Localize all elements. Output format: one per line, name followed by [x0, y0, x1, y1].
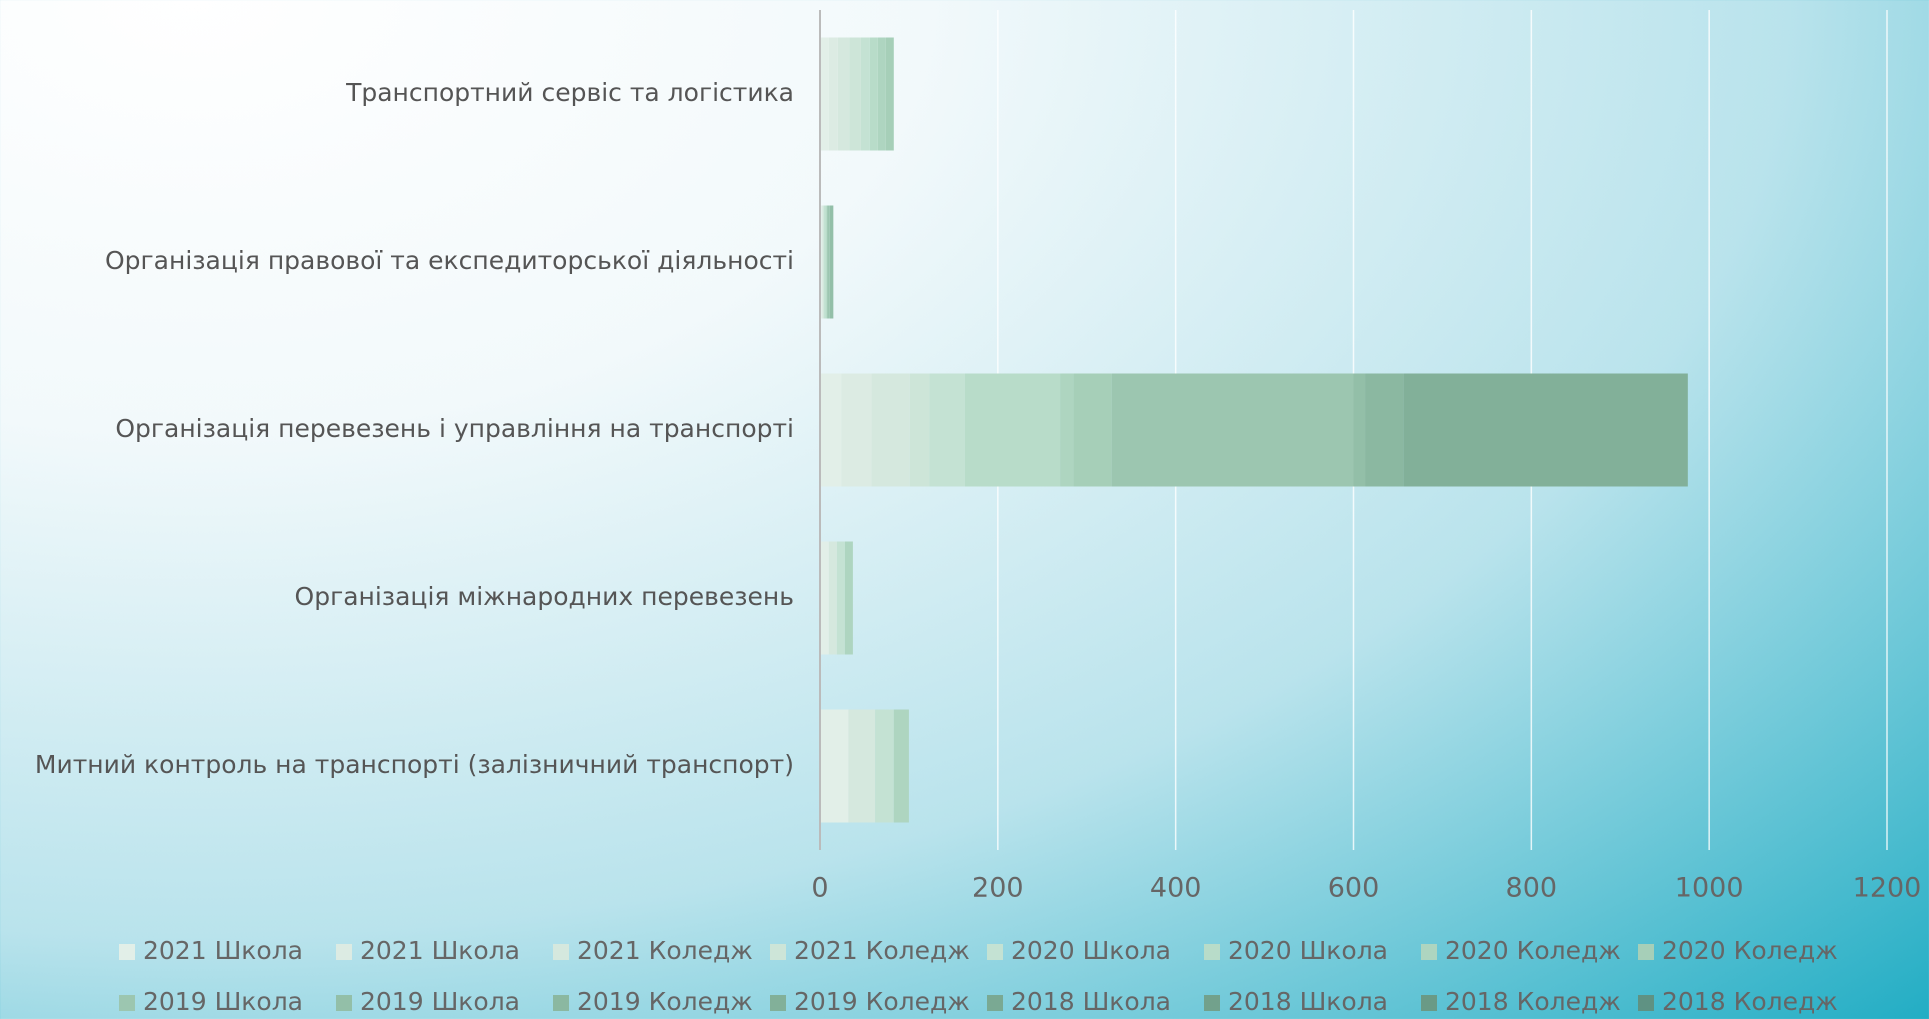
legend-swatch — [553, 944, 569, 960]
legend-label: 2021 Коледж — [794, 936, 970, 965]
bar-segment — [929, 373, 965, 487]
bar-segment — [828, 37, 838, 151]
bar-segment — [821, 205, 824, 319]
legend-swatch — [770, 944, 786, 960]
legend-swatch — [336, 944, 352, 960]
bar-segment — [844, 541, 853, 655]
bar-segment — [837, 37, 850, 151]
legend-label: 2020 Школа — [1228, 936, 1388, 965]
category-label: Митний контроль на транспорті (залізничн… — [35, 750, 794, 779]
x-tick-label: 1000 — [1675, 873, 1744, 904]
legend-label: 2020 Коледж — [1445, 936, 1621, 965]
legend-swatch — [553, 995, 569, 1011]
x-tick-label: 1200 — [1853, 873, 1922, 904]
legend-swatch — [1638, 944, 1654, 960]
bar-segment — [871, 373, 910, 487]
bar-segment — [829, 205, 834, 319]
legend-label: 2020 Коледж — [1662, 936, 1838, 965]
legend-swatch — [1204, 995, 1220, 1011]
bar-segment — [820, 709, 849, 823]
legend-label: 2019 Школа — [143, 987, 303, 1016]
legend-swatch — [770, 995, 786, 1011]
legend-label: 2019 Коледж — [577, 987, 753, 1016]
category-label: Організація перевезень і управління на т… — [115, 414, 794, 443]
category-label: Організація міжнародних перевезень — [295, 582, 794, 611]
bar-segment — [828, 541, 837, 655]
bar-segment — [825, 205, 828, 319]
legend-swatch — [987, 944, 1003, 960]
bar-segment — [877, 37, 886, 151]
legend-swatch — [1638, 995, 1654, 1011]
legend-swatch — [1421, 944, 1437, 960]
bar-segment — [1365, 373, 1404, 487]
legend-label: 2018 Коледж — [1662, 987, 1838, 1016]
legend-label: 2021 Школа — [143, 936, 303, 965]
legend-label: 2018 Школа — [1011, 987, 1171, 1016]
bar-segment — [841, 373, 872, 487]
bar-segment — [827, 205, 830, 319]
bar-segment — [1403, 373, 1688, 487]
legend-swatch — [119, 944, 135, 960]
bar-segment — [1060, 373, 1074, 487]
x-tick-label: 200 — [972, 873, 1024, 904]
legend-label: 2021 Коледж — [577, 936, 753, 965]
bar-segment — [875, 709, 894, 823]
legend-label: 2020 Школа — [1011, 936, 1171, 965]
bar-segment — [885, 37, 894, 151]
bar-segment — [820, 541, 829, 655]
x-tick-label: 600 — [1328, 873, 1380, 904]
bar-segment — [964, 373, 1061, 487]
legend-swatch — [987, 995, 1003, 1011]
bar-segment — [820, 37, 829, 151]
legend-swatch — [1204, 944, 1220, 960]
legend-swatch — [1421, 995, 1437, 1011]
bar-segment — [893, 709, 909, 823]
legend-swatch — [336, 995, 352, 1011]
category-label: Організація правової та експедиторської … — [105, 246, 794, 275]
category-label: Транспортний сервіс та логістика — [345, 78, 794, 107]
bar-segment — [909, 373, 930, 487]
legend-label: 2018 Коледж — [1445, 987, 1621, 1016]
bar-segment — [823, 205, 826, 319]
legend-label: 2019 Школа — [360, 987, 520, 1016]
bar-segment — [848, 709, 876, 823]
bar-segment — [836, 541, 845, 655]
bar-segment — [1353, 373, 1366, 487]
legend-label: 2019 Коледж — [794, 987, 970, 1016]
bar-segment — [869, 37, 878, 151]
bar-segment — [860, 37, 870, 151]
bar-segment — [1111, 373, 1354, 487]
bar-segment — [849, 37, 861, 151]
bar-segment — [820, 373, 842, 487]
x-tick-label: 0 — [811, 873, 828, 904]
bar-segment — [1073, 373, 1112, 487]
x-tick-label: 400 — [1150, 873, 1202, 904]
legend-label: 2021 Школа — [360, 936, 520, 965]
x-tick-label: 800 — [1506, 873, 1558, 904]
legend-label: 2018 Школа — [1228, 987, 1388, 1016]
legend-swatch — [119, 995, 135, 1011]
